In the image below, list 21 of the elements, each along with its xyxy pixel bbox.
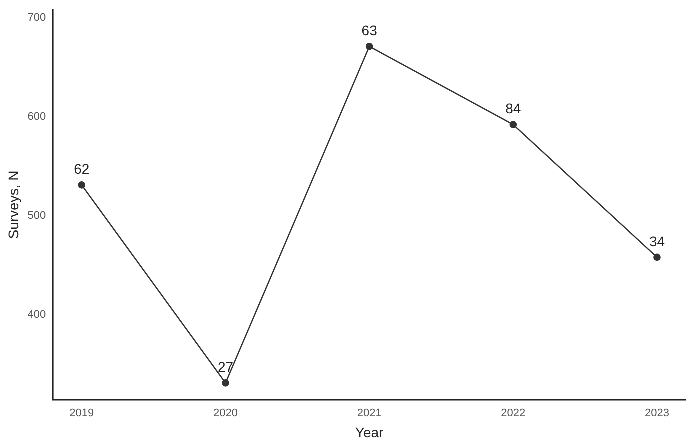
annotation: 62 xyxy=(74,161,90,178)
y-axis-title: Surveys, N xyxy=(5,170,22,240)
y-tick-label: 700 xyxy=(28,12,46,24)
x-tick-label: 2022 xyxy=(501,408,526,420)
x-tick-label: 2020 xyxy=(214,408,238,420)
annotation: 84 xyxy=(506,100,522,117)
point xyxy=(222,380,230,387)
x-tick-label: 2021 xyxy=(357,408,382,420)
annotation: 34 xyxy=(649,233,666,250)
point xyxy=(366,42,374,50)
x-tick-label: 2019 xyxy=(70,408,94,420)
x-axis-title: Year xyxy=(355,424,384,440)
point xyxy=(78,182,86,189)
point xyxy=(510,121,518,128)
y-tick-label: 400 xyxy=(28,308,46,321)
annotation: 63 xyxy=(362,22,378,38)
y-tick-label: 600 xyxy=(28,110,46,123)
annotation: 27 xyxy=(218,359,234,376)
x-tick-label: 2023 xyxy=(644,408,670,420)
point xyxy=(654,254,661,262)
y-tick-label: 500 xyxy=(28,210,46,222)
